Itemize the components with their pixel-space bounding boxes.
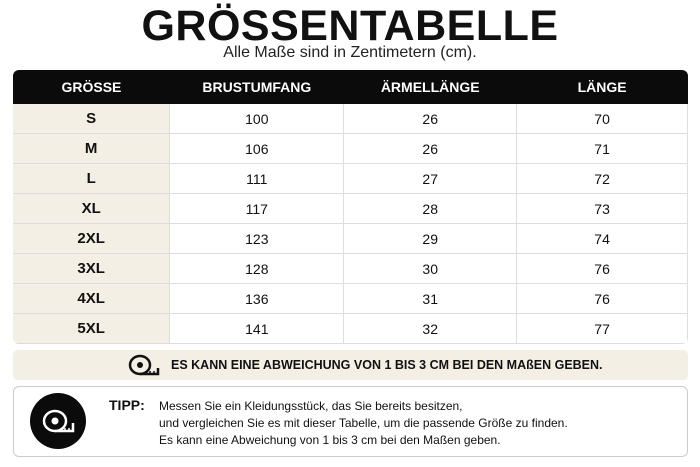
value-cell: 70	[516, 104, 688, 134]
size-cell: L	[13, 163, 171, 194]
table-row: XL 117 28 73	[13, 193, 688, 224]
value-cell: 136	[169, 283, 345, 314]
value-cell: 76	[516, 253, 688, 284]
value-cell: 32	[343, 313, 518, 344]
note-bar: ES KANN EINE ABWEICHUNG VON 1 BIS 3 CM B…	[13, 350, 688, 380]
size-cell: 3XL	[13, 253, 171, 284]
table-row: 3XL 128 30 76	[13, 253, 688, 284]
value-cell: 100	[169, 104, 345, 134]
table-body: S 100 26 70 M 106 26 71 L 111 27 72 XL 117 28 73 2XL 123 2…	[13, 104, 688, 344]
tip-line: Es kann eine Abweichung von 1 bis 3 cm b…	[159, 433, 501, 447]
table-row: M 106 26 71	[13, 133, 688, 164]
tip-line: Messen Sie ein Kleidungsstück, das Sie b…	[159, 399, 463, 413]
table-row: 4XL 136 31 76	[13, 283, 688, 314]
value-cell: 77	[516, 313, 688, 344]
title: GRÖSSENTABELLE	[141, 2, 559, 50]
size-cell: M	[13, 133, 171, 164]
value-cell: 76	[516, 283, 688, 314]
column-header: ÄRMELLÄNGE	[343, 70, 517, 104]
value-cell: 72	[516, 163, 688, 194]
value-cell: 29	[343, 223, 518, 254]
column-header: BRUSTUMFANG	[169, 70, 344, 104]
tip-box: TIPP: Messen Sie ein Kleidungsstück, das…	[13, 386, 688, 457]
column-header: GRÖSSE	[13, 70, 170, 104]
size-cell: 2XL	[13, 223, 171, 254]
value-cell: 73	[516, 193, 688, 224]
tape-icon	[128, 354, 160, 376]
value-cell: 30	[343, 253, 518, 284]
size-cell: XL	[13, 193, 171, 224]
note-text: ES KANN EINE ABWEICHUNG VON 1 BIS 3 CM B…	[171, 358, 603, 372]
size-table: GRÖSSE BRUSTUMFANG ÄRMELLÄNGE LÄNGE S 100 26 7…	[13, 70, 688, 344]
table-row: S 100 26 70	[13, 104, 688, 134]
value-cell: 71	[516, 133, 688, 164]
subtitle: Alle Maße sind in Zentimetern (cm).	[223, 44, 477, 61]
value-cell: 141	[169, 313, 345, 344]
size-cell: 5XL	[13, 313, 171, 344]
tip-line: und vergleichen Sie es mit dieser Tabell…	[159, 416, 568, 430]
value-cell: 26	[343, 104, 518, 134]
column-header: LÄNGE	[516, 70, 688, 104]
value-cell: 117	[169, 193, 345, 224]
header-row: GRÖSSE BRUSTUMFANG ÄRMELLÄNGE LÄNGE	[13, 70, 688, 104]
value-cell: 128	[169, 253, 345, 284]
value-cell: 28	[343, 193, 518, 224]
value-cell: 106	[169, 133, 345, 164]
value-cell: 123	[169, 223, 345, 254]
table-row: 5XL 141 32 77	[13, 313, 688, 344]
value-cell: 74	[516, 223, 688, 254]
value-cell: 111	[169, 163, 345, 194]
tip-label: TIPP:	[109, 397, 145, 413]
size-cell: S	[13, 104, 171, 134]
tip-icon	[30, 393, 86, 449]
value-cell: 26	[343, 133, 518, 164]
size-cell: 4XL	[13, 283, 171, 314]
value-cell: 27	[343, 163, 518, 194]
table-row: 2XL 123 29 74	[13, 223, 688, 254]
table-row: L 111 27 72	[13, 163, 688, 194]
value-cell: 31	[343, 283, 518, 314]
